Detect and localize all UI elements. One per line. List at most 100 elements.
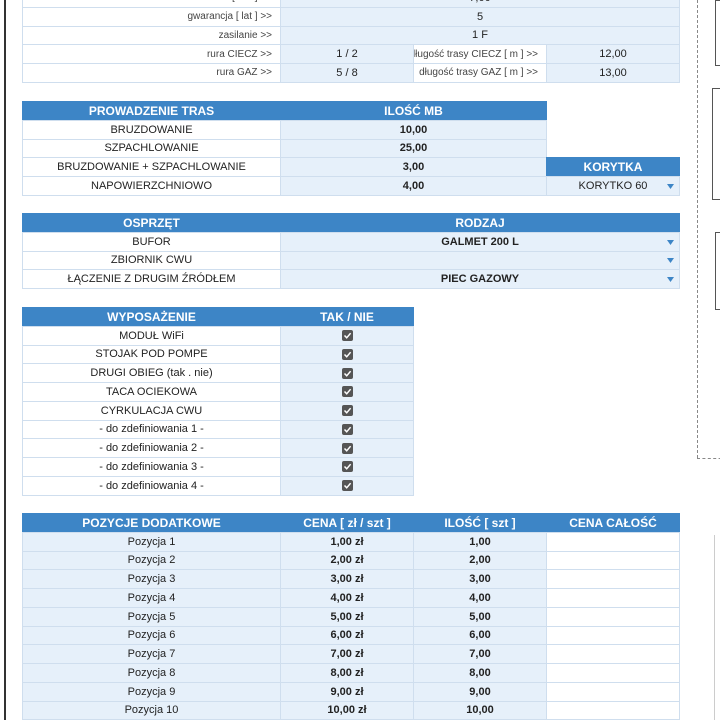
cell: 10,00 [413, 700, 547, 720]
dropdown-arrow[interactable] [667, 183, 674, 189]
cell-text: NAPOWIERZCHNIOWO [91, 179, 212, 192]
cell-text: zasilanie >> [218, 29, 272, 41]
cell: 2,00 zł [280, 550, 414, 571]
cell-text: BUFOR [132, 235, 171, 248]
cell: 5 [280, 6, 680, 27]
cell: 5 / 8 [280, 63, 414, 83]
checkbox[interactable] [341, 423, 353, 435]
checkbox[interactable] [341, 461, 353, 473]
cell: 4,00 [280, 176, 547, 196]
cell: CYRKULACJA CWU [22, 400, 281, 421]
dropdown-arrow[interactable] [667, 258, 674, 264]
checkbox[interactable] [341, 405, 353, 417]
cell: BRUZDOWANIE + SZPACHLOWANIE [22, 157, 281, 177]
cell-text: PIEC GAZOWY [440, 273, 520, 286]
cell [546, 531, 680, 552]
cell [280, 457, 414, 477]
cell-text: Pozycja 8 [127, 666, 176, 679]
cell-text: TAK / NIE [320, 309, 374, 324]
cell-text: PROWADZENIE TRAS [88, 103, 215, 118]
cell-text: - do zdefiniowania 1 - [99, 423, 204, 436]
cell-text: WYPOSAŻENIE [107, 309, 196, 324]
checkbox[interactable] [341, 330, 353, 342]
checkbox[interactable] [341, 348, 353, 360]
cell [546, 606, 680, 627]
cell [280, 363, 414, 383]
cell: 3,00 [413, 569, 547, 589]
cell: Pozycja 5 [22, 606, 281, 627]
cell: 1,00 zł [280, 531, 414, 552]
cell: BUFOR [22, 231, 281, 252]
cell-text: 1 / 2 [336, 48, 358, 61]
cell-text: Pozycja 3 [127, 573, 176, 586]
cell: DRUGI OBIEG (tak . nie) [22, 363, 281, 383]
cell-text: 25,00 [399, 142, 428, 155]
cell-text: Pozycja 10 [124, 704, 179, 717]
cell: długość trasy GAZ [ m ] >> [413, 63, 547, 83]
cell: długość trasy CIECZ [ m ] >> [413, 44, 547, 64]
checkbox[interactable] [341, 480, 353, 492]
cell: 8,00 [413, 663, 547, 683]
cell-text: 7,00 [469, 0, 490, 4]
cell-text: moc [ kW ] >> [210, 0, 272, 3]
cell-text: 9,00 [469, 685, 491, 698]
cell: - do zdefiniowania 1 - [22, 419, 281, 440]
cell: TACA OCIEKOWA [22, 382, 281, 402]
cell [546, 569, 680, 589]
cell-text: ZBIORNIK CWU [110, 254, 193, 267]
checkbox[interactable] [341, 442, 353, 454]
checkbox[interactable] [341, 386, 353, 398]
dashed-guide [697, 458, 720, 459]
cell [280, 382, 414, 402]
cell-text: 12,00 [599, 48, 627, 61]
cell-text: 5,00 [469, 610, 491, 623]
cell: 9,00 [413, 681, 547, 702]
cell [546, 681, 680, 702]
cell: SZPACHLOWANIE [22, 138, 281, 159]
cell-text: 10,00 [466, 704, 494, 717]
cell-text: ILOŚĆ MB [384, 103, 443, 118]
cell [546, 700, 680, 720]
cell-text: 2,00 [469, 554, 491, 567]
cell: Pozycja 10 [22, 700, 281, 720]
header-cell: CENA [ zł / szt ] [280, 513, 414, 533]
cell [546, 625, 680, 646]
cell: 4,00 zł [280, 588, 414, 608]
cell: 3,00 [280, 157, 547, 177]
cell-text: Pozycja 9 [127, 685, 176, 698]
cell-text: rura CIECZ >> [206, 48, 272, 60]
cell: - do zdefiniowania 4 - [22, 475, 281, 496]
header-cell: ILOŚĆ [ szt ] [413, 513, 547, 533]
cell-text: RODZAJ [455, 215, 505, 230]
cell [546, 644, 680, 664]
cell [280, 325, 414, 346]
cell-text: 9,00 zł [330, 685, 364, 698]
cell: 25,00 [280, 138, 547, 159]
cell-text: CYRKULACJA CWU [100, 404, 203, 417]
cell-text: 2,00 zł [330, 554, 364, 567]
cell: ZBIORNIK CWU [22, 250, 281, 271]
cell-text: Pozycja 6 [127, 629, 176, 642]
cell-text: - do zdefiniowania 4 - [99, 479, 204, 492]
cell: zasilanie >> [22, 25, 281, 46]
cell: Pozycja 9 [22, 681, 281, 702]
header-cell: OSPRZĘT [22, 213, 281, 233]
cell: KORYTKO 60 [546, 176, 680, 196]
dropdown-arrow[interactable] [667, 239, 674, 245]
cell-text: KORYTKO 60 [578, 179, 648, 192]
cell-text: 5 [476, 10, 484, 23]
cell-text: 10,00 [399, 123, 428, 136]
cell-text: ILOŚĆ [ szt ] [444, 515, 516, 530]
cell-text: GALMET 200 L [441, 235, 519, 248]
cell-text: ŁĄCZENIE Z DRUGIM ŹRÓDŁEM [67, 273, 236, 286]
cell-text: Pozycja 7 [127, 648, 176, 661]
cell-text: 6,00 zł [330, 629, 364, 642]
checkbox[interactable] [341, 367, 353, 379]
cell-text: 1,00 zł [330, 535, 364, 548]
cell: 9,00 zł [280, 681, 414, 702]
cell [280, 419, 414, 440]
cell-text: 8,00 [469, 666, 491, 679]
cell [280, 475, 414, 496]
dropdown-arrow[interactable] [667, 277, 674, 283]
cell-text: 8,00 zł [330, 666, 364, 679]
